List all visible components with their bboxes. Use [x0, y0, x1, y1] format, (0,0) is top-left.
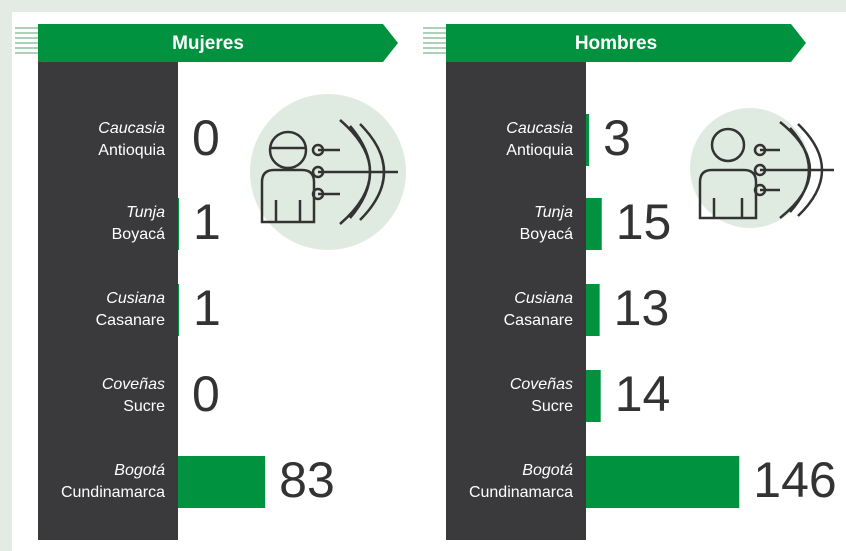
region-label: Sucre: [531, 398, 573, 415]
value-label: 83: [279, 452, 335, 508]
bar: [586, 114, 590, 166]
value-label: 3: [603, 110, 631, 166]
bar: [586, 198, 602, 250]
category-label: Cusiana: [514, 290, 573, 307]
woman-icon: [250, 94, 406, 250]
value-label: 0: [192, 110, 220, 166]
category-label: Caucasia: [506, 120, 573, 137]
bar: [586, 284, 600, 336]
bar: [178, 284, 180, 336]
region-label: Casanare: [504, 312, 573, 329]
bar: [586, 370, 601, 422]
bar-chart: Hombres Caucasia Antioquia 3 Tunja Boyacá 15 Cu…: [423, 24, 837, 540]
category-label: Coveñas: [102, 376, 165, 393]
region-label: Casanare: [96, 312, 165, 329]
region-label: Cundinamarca: [469, 484, 573, 501]
value-label: 13: [614, 280, 670, 336]
value-label: 0: [192, 366, 220, 422]
region-label: Antioquia: [98, 142, 165, 159]
label-column: [38, 62, 178, 540]
value-label: 14: [615, 366, 671, 422]
value-label: 1: [193, 280, 221, 336]
region-label: Boyacá: [112, 226, 165, 243]
category-label: Caucasia: [98, 120, 165, 137]
category-label: Tunja: [534, 204, 573, 221]
chart-title: Mujeres: [172, 33, 244, 54]
region-label: Sucre: [123, 398, 165, 415]
category-label: Bogotá: [522, 462, 573, 479]
region-label: Antioquia: [506, 142, 573, 159]
label-column: [446, 62, 586, 540]
category-label: Cusiana: [106, 290, 165, 307]
bar: [586, 456, 740, 508]
chart-title: Hombres: [575, 33, 657, 54]
header-banner: [38, 24, 398, 62]
region-label: Boyacá: [520, 226, 573, 243]
bar: [178, 198, 180, 250]
bar-chart: Mujeres Caucasia Antioquia 0 Tunja Boyacá 1 Cus…: [15, 24, 398, 540]
value-label: 15: [616, 194, 672, 250]
category-label: Coveñas: [510, 376, 573, 393]
region-label: Cundinamarca: [61, 484, 165, 501]
bar: [178, 456, 266, 508]
category-label: Bogotá: [114, 462, 165, 479]
category-label: Tunja: [126, 204, 165, 221]
value-label: 1: [193, 194, 221, 250]
man-icon: [690, 108, 834, 228]
header-banner: [446, 24, 806, 62]
value-label: 146: [753, 452, 836, 508]
